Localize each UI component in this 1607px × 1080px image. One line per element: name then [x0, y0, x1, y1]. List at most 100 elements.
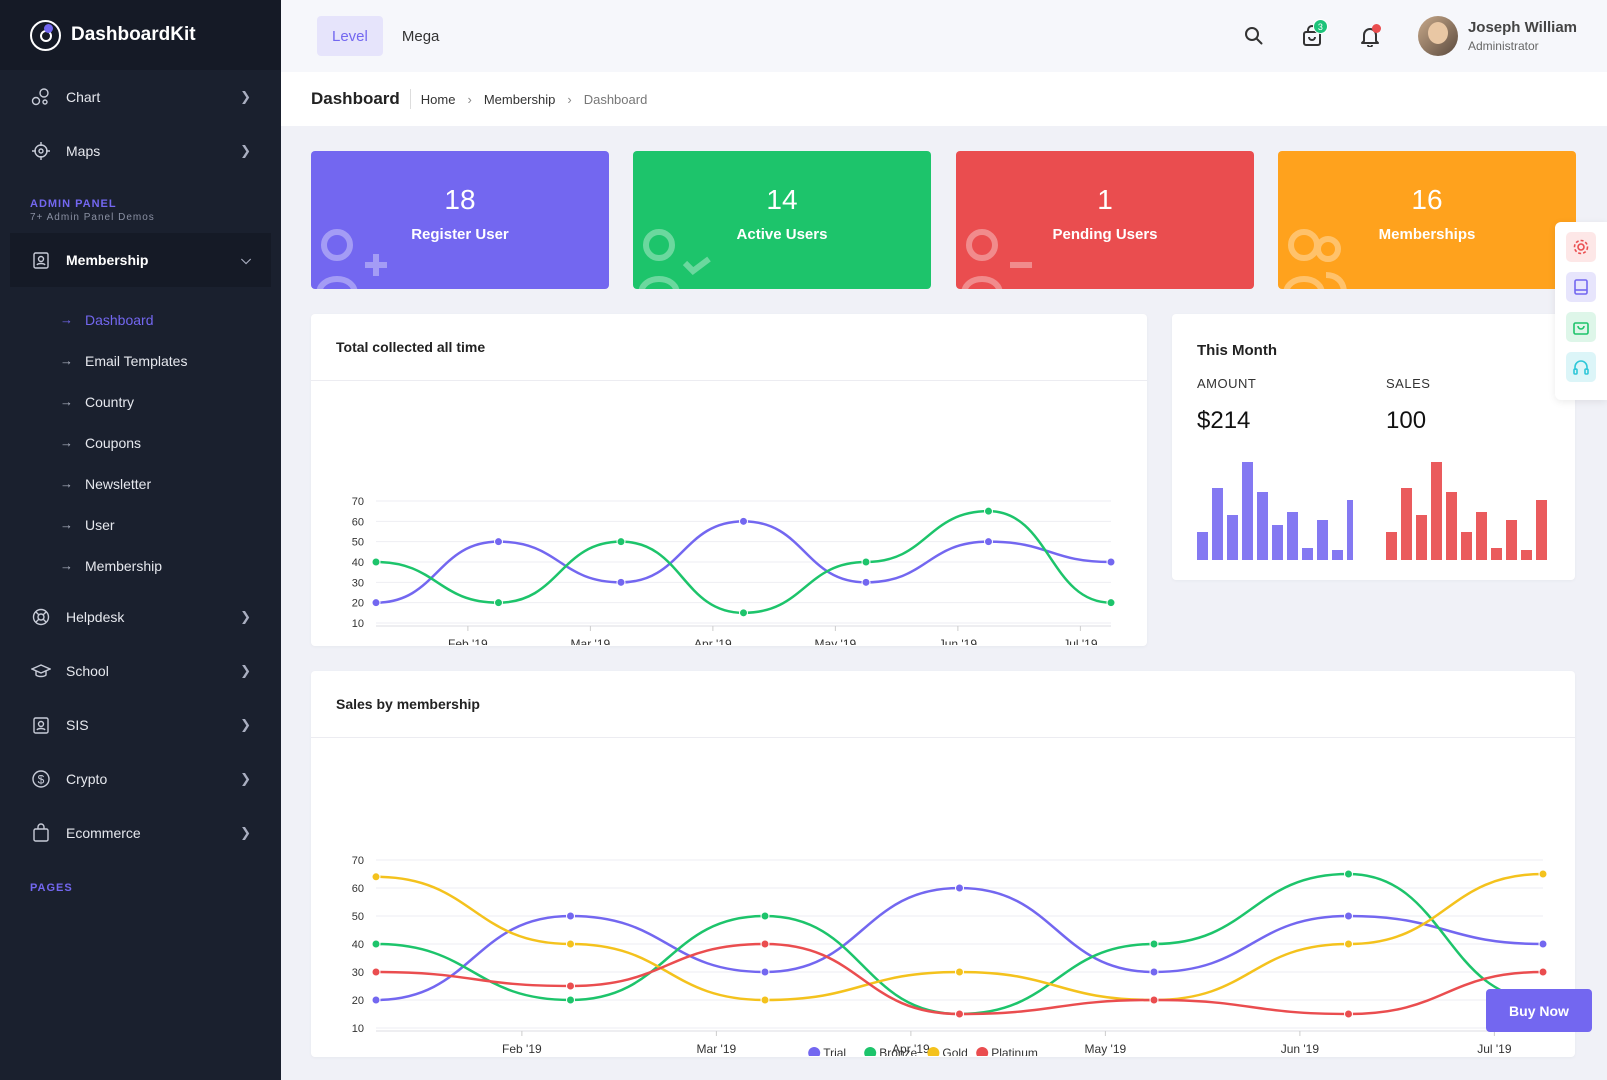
avatar[interactable]: [1417, 16, 1458, 56]
legend-marker[interactable]: [864, 1047, 877, 1059]
sidebar-item-helpdesk[interactable]: Helpdesk ❯: [0, 590, 281, 644]
y-tick-label: 70: [352, 855, 364, 867]
x-tick-label: Jun '19: [1281, 1042, 1320, 1056]
data-point-bronze: [1344, 869, 1353, 879]
sidebar-item-chart[interactable]: Chart ❯: [0, 70, 281, 124]
sidebar-subitem-country[interactable]: → Country: [0, 381, 281, 422]
stat-value: 18: [444, 184, 476, 215]
ecommerce-icon: [30, 822, 52, 844]
sidebar-subitem-email-templates[interactable]: → Email Templates: [0, 340, 281, 381]
breadcrumb-membership[interactable]: Membership: [483, 91, 556, 107]
y-tick-label: 60: [352, 883, 364, 895]
breadcrumb-current: Dashboard: [583, 91, 648, 107]
data-point-bronze: [1149, 939, 1159, 949]
admin-panel-subtitle: 7+ Admin Panel Demos: [30, 212, 155, 223]
bar: [1317, 520, 1328, 560]
tab-mega[interactable]: Mega: [401, 27, 440, 45]
bell-icon[interactable]: [1350, 16, 1390, 56]
helpdesk-icon: [30, 606, 52, 628]
brand[interactable]: DashboardKit: [0, 0, 281, 70]
sis-icon: [30, 714, 52, 736]
legend-marker[interactable]: [808, 1047, 821, 1059]
sales-by-membership-chart: 10 20 30 40 50 60 70 Feb '19 Mar '19 Apr '19 May '…: [352, 855, 1548, 1060]
chevron-right-icon: ›: [467, 91, 472, 107]
y-tick-label: 10: [352, 1023, 364, 1035]
data-point-bronze: [371, 939, 381, 949]
sidebar-item-maps[interactable]: Maps ❯: [0, 124, 281, 178]
buy-now-button[interactable]: Buy Now: [1486, 989, 1592, 1032]
bar: [1491, 548, 1502, 560]
chevron-right-icon: ❯: [240, 771, 251, 786]
sidebar: DashboardKit Chart ❯ Maps ❯ ADMIN PANEL …: [0, 0, 281, 1080]
x-tick-label: Feb '19: [448, 637, 488, 645]
y-tick-label: 40: [352, 939, 364, 951]
legend-label[interactable]: Bronze: [879, 1046, 917, 1060]
stat-card-memberships: 16 Memberships: [1278, 151, 1576, 289]
sidebar-item-crypto[interactable]: $ Crypto ❯: [0, 752, 281, 806]
stat-label: Pending Users: [1052, 226, 1158, 243]
sidebar-subitem-label: Membership: [85, 557, 163, 574]
data-point-amount: [739, 608, 748, 618]
search-icon[interactable]: [1234, 16, 1274, 56]
this-month-card: This Month AMOUNT $214 SALES 100: [1172, 314, 1575, 580]
sidebar-subitem-label: Dashboard: [85, 311, 154, 328]
chart-icon: [30, 86, 52, 108]
sales-label: SALES: [1386, 376, 1431, 391]
amount-label: AMOUNT: [1197, 376, 1257, 391]
sidebar-item-membership[interactable]: Membership ⌵: [10, 233, 271, 287]
data-point-gold: [566, 939, 575, 949]
stat-card-active-users: 14 Active Users: [633, 151, 931, 289]
total-collected-chart: 10 20 30 40 50 60 70 Feb '19 Mar '19 Apr '19 May '…: [352, 496, 1116, 669]
sidebar-item-ecommerce[interactable]: Ecommerce ❯: [0, 806, 281, 860]
sidebar-subitem-user[interactable]: → User: [0, 504, 281, 545]
stat-value: 1: [1097, 184, 1113, 215]
cart-icon[interactable]: 3: [1292, 16, 1332, 56]
legend-label[interactable]: Platinum: [991, 1046, 1038, 1060]
y-tick-label: 70: [352, 496, 364, 508]
y-tick-label: 20: [352, 598, 364, 610]
sidebar-item-sis[interactable]: SIS ❯: [0, 698, 281, 752]
sidebar-subitem-newsletter[interactable]: → Newsletter: [0, 463, 281, 504]
data-point-platinum: [566, 981, 575, 991]
sidebar-item-label: Chart: [66, 89, 101, 105]
sidebar-subitem-label: Coupons: [85, 434, 142, 451]
tab-level[interactable]: Level: [317, 16, 383, 56]
user-info[interactable]: Joseph William Administrator: [1468, 19, 1577, 53]
bar: [1272, 525, 1283, 560]
data-point-sales: [861, 577, 871, 587]
data-point-trial: [371, 995, 381, 1005]
cart-badge: 3: [1312, 19, 1328, 34]
series-line-gold: [375, 872, 1544, 1002]
data-point-trial: [1538, 939, 1548, 949]
sidebar-subitem-coupons[interactable]: → Coupons: [0, 422, 281, 463]
y-tick-label: 50: [352, 911, 364, 923]
user-check-icon: [638, 229, 711, 289]
legend-marker[interactable]: [976, 1047, 989, 1059]
data-point-gold: [760, 995, 770, 1005]
x-tick-label: Apr '19: [892, 1042, 930, 1056]
amount-bar-chart: [1197, 462, 1353, 560]
card-title: This Month: [1197, 342, 1277, 359]
sidebar-item-school[interactable]: School ❯: [0, 644, 281, 698]
headphones-icon[interactable]: [1566, 352, 1596, 382]
user-role: Administrator: [1467, 39, 1539, 53]
arrow-right-icon: →: [60, 312, 73, 327]
book-icon[interactable]: [1566, 272, 1596, 302]
data-point-gold: [1538, 869, 1548, 879]
legend-label[interactable]: Gold: [942, 1046, 967, 1060]
x-tick-label: May '19: [1085, 1042, 1127, 1056]
settings-gear-icon[interactable]: [1566, 232, 1596, 262]
data-point-amount: [494, 598, 503, 608]
sidebar-subitem-dashboard[interactable]: → Dashboard: [0, 299, 281, 340]
legend-label[interactable]: Trial: [823, 1046, 846, 1060]
data-point-platinum: [371, 967, 381, 977]
data-point-platinum: [1344, 1009, 1353, 1019]
data-point-platinum: [1149, 995, 1159, 1005]
sidebar-item-label: Membership: [66, 252, 149, 268]
x-tick-label: May '19: [815, 637, 857, 645]
sidebar-subitem-membership[interactable]: → Membership: [0, 545, 281, 586]
arrow-right-icon: →: [60, 558, 73, 573]
x-tick-label: Feb '19: [502, 1042, 542, 1056]
breadcrumb-home[interactable]: Home: [420, 91, 456, 107]
shopping-bag-icon[interactable]: [1566, 312, 1596, 342]
